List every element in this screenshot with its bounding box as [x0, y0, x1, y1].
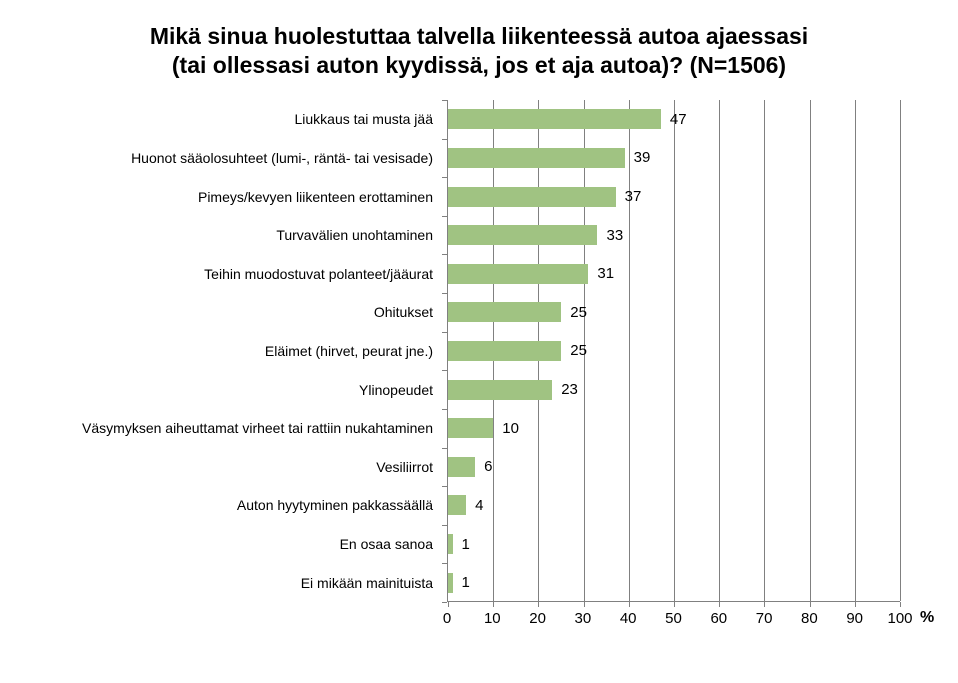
bar	[448, 186, 616, 207]
bar	[448, 418, 494, 439]
x-tick-label: 30	[574, 610, 592, 627]
y-axis-tick	[442, 215, 447, 217]
category-label: Ohitukset	[373, 304, 433, 321]
value-label: 31	[597, 265, 615, 283]
y-axis-tick	[442, 331, 447, 333]
value-label: 10	[502, 419, 519, 437]
y-axis-tick	[442, 447, 447, 449]
gridline	[719, 100, 721, 601]
value-label: 39	[633, 149, 651, 167]
gridline	[854, 100, 856, 601]
value-label: 47	[669, 110, 687, 128]
value-label: 33	[606, 226, 624, 244]
x-tick-label: 20	[529, 610, 546, 627]
value-label: 23	[561, 381, 578, 399]
chart-title: Mikä sinua huolestuttaa talvella liikent…	[0, 22, 958, 80]
x-tick-label: 80	[801, 610, 818, 627]
x-axis-unit-label: %	[920, 609, 935, 626]
y-axis-tick	[442, 524, 447, 526]
category-label: Turvavälien unohtaminen	[276, 227, 433, 244]
category-label: Teihin muodostuvat polanteet/jääurat	[204, 265, 433, 282]
y-axis-tick	[442, 370, 447, 372]
x-axis-tick	[674, 602, 675, 607]
category-label: Eläimet (hirvet, peurat jne.)	[264, 342, 433, 359]
category-label: Ylinopeudet	[359, 381, 433, 398]
gridline	[628, 100, 630, 601]
category-label: Väsymyksen aiheuttamat virheet tai ratti…	[82, 420, 433, 437]
x-axis-labels: 0 10 20 30 40 50 60 70 80 90 100	[443, 610, 913, 630]
x-tick-label: 0	[442, 610, 452, 627]
x-axis-tick	[448, 602, 449, 607]
bar	[448, 302, 562, 323]
chart-title-line1: Mikä sinua huolestuttaa talvella liikent…	[149, 23, 809, 49]
bar	[448, 109, 661, 130]
value-label: 25	[570, 303, 587, 321]
x-axis-tick	[628, 602, 630, 607]
plot-area: 47 39 37 33 31 25 25 23 10 6 4 1 1	[442, 100, 901, 607]
gridline	[583, 100, 585, 601]
x-tick-label: 10	[483, 610, 501, 627]
chart-title-line2: (tai ollessasi auton kyydissä, jos et aj…	[171, 52, 787, 78]
y-axis-tick	[442, 138, 447, 140]
bar	[448, 495, 467, 516]
x-axis-tick	[583, 602, 585, 607]
category-label: Pimeys/kevyen liikenteen erottaminen	[197, 188, 433, 205]
bar	[448, 341, 562, 361]
x-tick-label: 70	[755, 610, 773, 627]
value-label: 37	[624, 188, 642, 206]
x-axis-tick	[719, 602, 721, 607]
x-tick-label: 60	[710, 610, 728, 627]
category-label: Ei mikään mainituista	[300, 574, 433, 591]
bar	[448, 225, 598, 246]
x-axis-tick	[538, 602, 540, 607]
y-axis-tick	[442, 602, 447, 603]
category-label: En osaa sanoa	[339, 536, 433, 553]
y-axis-tick	[442, 177, 447, 179]
value-label: 1	[461, 574, 470, 592]
x-axis-tick	[764, 602, 766, 607]
bar	[448, 263, 589, 284]
y-axis-tick	[442, 486, 447, 488]
x-axis-tick	[900, 602, 901, 607]
gridline	[900, 100, 901, 601]
x-tick-label: 40	[619, 610, 637, 627]
x-axis-tick	[854, 602, 856, 607]
y-axis-tick	[442, 408, 447, 410]
category-label: Auton hyytyminen pakkassäällä	[236, 497, 433, 514]
bar	[448, 379, 553, 400]
value-label: 1	[461, 535, 470, 553]
gridline	[764, 100, 766, 601]
category-label: Liukkaus tai musta jää	[294, 111, 433, 128]
x-tick-label: 90	[846, 610, 864, 627]
value-label: 25	[570, 342, 587, 360]
y-axis-tick	[442, 100, 447, 101]
x-axis-tick	[809, 602, 811, 607]
category-label: Vesiliirrot	[376, 458, 433, 475]
x-axis-tick	[493, 602, 495, 607]
y-axis-tick	[442, 563, 447, 565]
y-axis-tick	[442, 293, 447, 295]
gridline	[674, 100, 675, 601]
value-label: 6	[484, 458, 493, 476]
gridline	[809, 100, 811, 601]
value-label: 4	[475, 496, 484, 514]
category-labels: Liukkaus tai musta jää Huonot sääolosuhte…	[0, 100, 440, 602]
bar	[448, 572, 453, 593]
x-tick-label: 100	[887, 610, 913, 627]
bar	[448, 534, 453, 555]
y-axis-tick	[442, 254, 447, 256]
category-label: Huonot sääolosuhteet (lumi-, räntä- tai …	[131, 149, 433, 166]
x-tick-label: 50	[665, 610, 682, 627]
bar	[448, 456, 476, 477]
bar	[448, 147, 625, 168]
